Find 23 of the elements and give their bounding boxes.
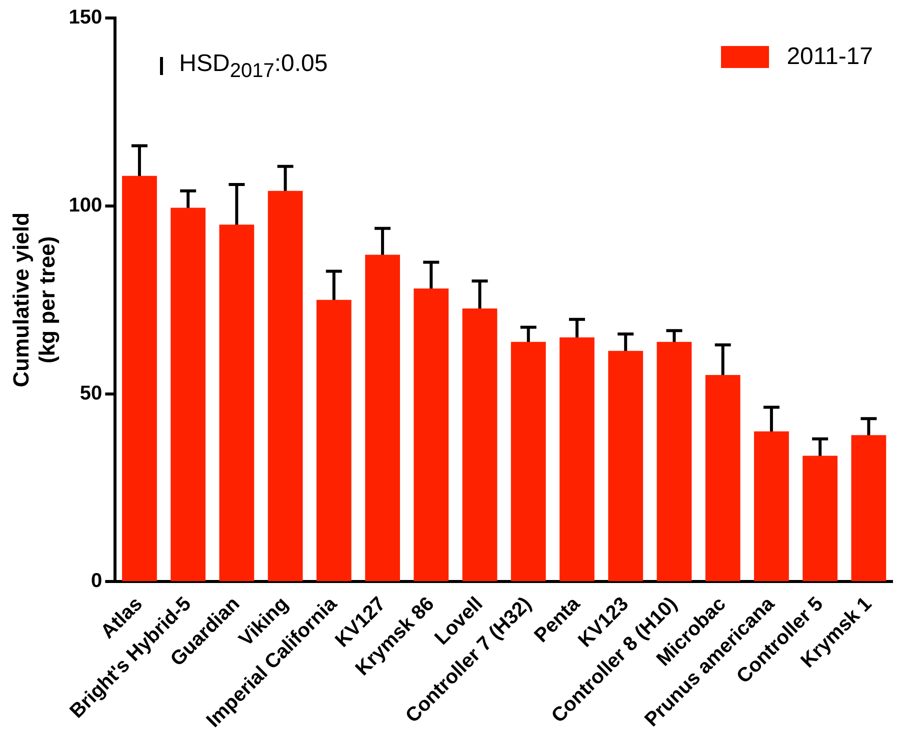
y-tick-label: 150 — [68, 6, 102, 29]
bar — [365, 254, 400, 582]
bar — [560, 337, 594, 582]
bar — [802, 456, 838, 582]
y-tick-label: 50 — [80, 382, 102, 404]
y-tick-label: 0 — [91, 570, 102, 592]
bar — [122, 176, 157, 582]
y-tick-label: 100 — [68, 194, 102, 216]
bar — [170, 208, 206, 582]
bar — [608, 350, 644, 582]
bar — [414, 288, 449, 582]
bar — [656, 342, 692, 582]
bar — [510, 342, 546, 582]
bar — [851, 435, 886, 582]
annotation: HSD$_{2017}$:0.05 — [179, 50, 328, 83]
bar — [268, 190, 303, 582]
y-axis-title: Cumulative yield (kg per tree) — [8, 212, 60, 388]
bar — [462, 308, 498, 582]
bar — [219, 224, 254, 582]
bar — [754, 431, 789, 582]
bar — [316, 300, 352, 582]
bar — [705, 374, 740, 582]
legend-label: 2011-17 — [786, 43, 873, 71]
